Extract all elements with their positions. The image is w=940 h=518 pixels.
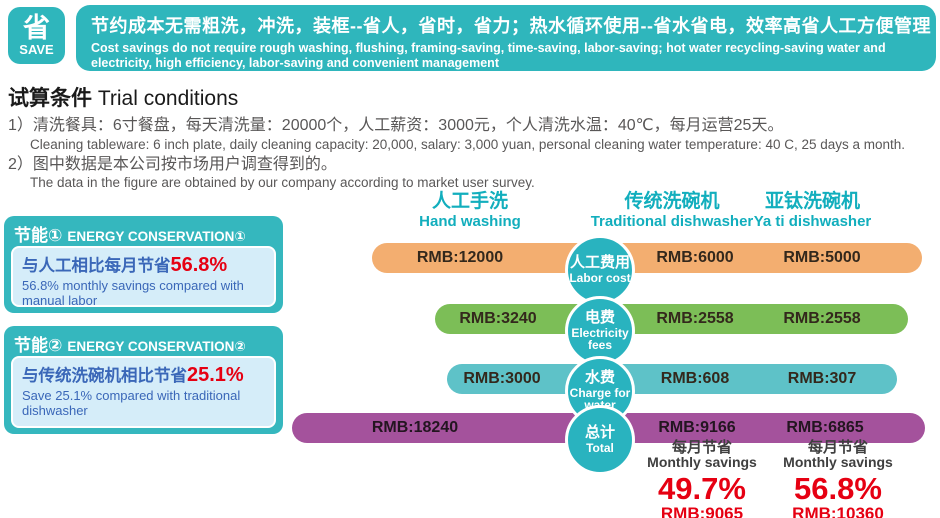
savings-percent: 56.8% [794,471,882,507]
category-badge-total-cn: 总计 [584,424,615,442]
trial-conditions-title: 试算条件 Trial conditions [8,82,932,112]
column-header-traditional-dishwasher-cn: 传统洗碗机 [624,191,720,212]
column-header-hand-washing-cn: 人工手洗 [431,191,508,212]
energy-box-2-panel: 与传统洗碗机相比节省25.1% Save 25.1% compared with… [11,356,276,428]
bar-value-labor-hand: RMB:12000 [416,249,504,266]
bar-value-water-traditional: RMB:608 [660,370,730,387]
energy-box-1-value: 56.8% [170,254,228,276]
energy-box-1-line2: 56.8% monthly savings compared with manu… [22,278,244,308]
bar-value-total-traditional: RMB:9166 [658,419,736,436]
savings-label-cn: 每月节省 [807,439,868,456]
column-header-traditional-dishwasher-en: Traditional dishwasher [590,212,754,230]
energy-box-2-line2: Save 25.1% compared with traditional dis… [22,388,241,418]
bar-electricity-fees [435,304,908,334]
category-badge-labor-cost-cn: 人工费用 [569,254,630,272]
column-header-traditional-dishwasher: 传统洗碗机 Traditional dishwasher [557,191,787,231]
energy-conservation-box-1: 节能① ENERGY CONSERVATION① 与人工相比每月节省56.8% 5… [4,216,283,313]
category-badge-total: 总计 Total [565,405,635,475]
column-header-hand-washing-en: Hand washing [419,212,521,230]
save-badge: 省 SAVE [8,7,65,64]
banner-title-cn: 节约成本无需粗洗，冲洗，装框--省人，省时，省力；热水循环使用--省水省电，效率… [91,16,931,36]
category-badge-labor-cost-en: Labor cost [569,271,631,286]
banner-title-en: Cost savings do not require rough washin… [91,41,886,70]
energy-box-1-title-cn: 节能① [14,226,63,245]
energy-box-1-title-en: ENERGY CONSERVATION① [67,229,246,244]
condition-item-1-cn: 1）清洗餐具：6寸餐盘，每天清洗量：20000个，人工薪资：3000元，个人清洗… [8,117,784,134]
energy-box-1-header: 节能① ENERGY CONSERVATION① [4,216,283,246]
savings-label-en: Monthly savings [783,454,893,470]
savings-block-yati: 每月节省 Monthly savings 56.8% RMB:10360 [748,440,928,518]
bar-value-electricity-yati: RMB:2558 [783,310,861,327]
bar-labor-cost [372,243,922,273]
category-badge-electricity-cn: 电费 [584,309,615,327]
bar-value-water-yati: RMB:307 [787,370,857,387]
column-header-yati-dishwasher-cn: 亚钛洗碗机 [764,191,860,212]
trial-conditions-title-cn: 试算条件 [8,87,92,110]
header-banner: 节约成本无需粗洗，冲洗，装框--省人，省时，省力；热水循环使用--省水省电，效率… [76,5,936,71]
energy-box-2-title-en: ENERGY CONSERVATION② [67,339,246,354]
savings-block-traditional: 每月节省 Monthly savings 49.7% RMB:9065 [612,440,792,518]
category-badge-electricity-en: Electricity fees [571,325,629,353]
trial-conditions: 试算条件 Trial conditions 1）清洗餐具：6寸餐盘，每天清洗量：… [8,82,932,192]
condition-item-2-cn: 2）图中数据是本公司按市场用户调查得到的。 [8,155,337,173]
condition-item-1-en: Cleaning tableware: 6 inch plate, daily … [30,136,906,152]
savings-amount: RMB:9065 [660,504,744,518]
bar-water-charge [447,364,897,394]
bar-value-labor-yati: RMB:5000 [783,249,861,266]
column-header-hand-washing: 人工手洗 Hand washing [360,191,580,231]
savings-amount: RMB:10360 [792,504,884,518]
energy-box-1-panel: 与人工相比每月节省56.8% 56.8% monthly savings com… [11,246,276,308]
energy-conservation-box-2: 节能② ENERGY CONSERVATION② 与传统洗碗机相比节省25.1% … [4,326,283,434]
bar-value-total-hand: RMB:18240 [371,419,459,436]
save-badge-cn: 省 [23,13,50,44]
energy-box-2-line1-cn: 与传统洗碗机相比节省 [22,367,187,385]
column-header-yati-dishwasher-en: Ya ti dishwasher [753,212,872,230]
energy-box-2-line1: 与传统洗碗机相比节省25.1% [22,362,265,387]
trial-conditions-title-en: Trial conditions [92,87,239,110]
savings-label-en: Monthly savings [647,454,757,470]
energy-box-2-value: 25.1% [187,364,244,386]
column-header-yati-dishwasher: 亚钛洗碗机 Ya ti dishwasher [705,191,920,231]
category-badge-water-cn: 水费 [584,369,615,387]
bar-value-electricity-hand: RMB:3240 [459,310,537,327]
bar-value-labor-traditional: RMB:6000 [656,249,734,266]
savings-label-cn: 每月节省 [671,439,732,456]
bar-value-water-hand: RMB:3000 [463,370,541,387]
save-badge-en: SAVE [19,41,54,57]
energy-box-2-title-cn: 节能② [14,336,63,355]
energy-box-1-line1-cn: 与人工相比每月节省 [22,257,171,275]
category-badge-labor-cost: 人工费用 Labor cost [565,235,635,305]
energy-box-1-line1: 与人工相比每月节省56.8% [22,252,265,277]
bar-value-total-yati: RMB:6865 [786,419,864,436]
energy-box-2-header: 节能② ENERGY CONSERVATION② [4,326,283,356]
condition-item-2-en: The data in the figure are obtained by o… [30,175,535,191]
category-badge-electricity: 电费 Electricity fees [565,296,635,366]
savings-percent: 49.7% [658,471,746,507]
bar-value-electricity-traditional: RMB:2558 [656,310,734,327]
category-badge-total-en: Total [586,441,614,456]
